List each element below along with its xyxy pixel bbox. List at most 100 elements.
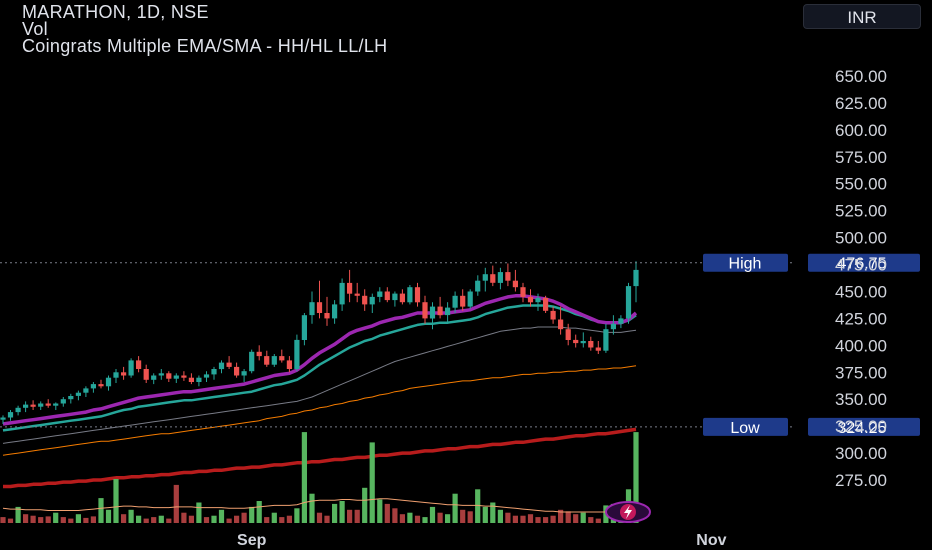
candle-body [558,319,564,330]
candle-body [203,374,210,378]
price-tick-label: 650.00 [835,67,887,86]
volume-bar [384,503,390,523]
currency-button[interactable]: INR [803,4,921,29]
candle-body [98,384,104,387]
sma-50-grey-line [2,326,637,444]
volume-bar [482,506,488,523]
symbol-title[interactable]: MARATHON, 1D, NSE [22,2,209,22]
volume-bar [558,509,564,523]
sma-100-orange-line-layer [2,365,637,456]
candle-body [339,282,345,305]
time-tick-label: Nov [696,532,726,549]
volume-bar [0,517,6,523]
candle-body [173,375,179,379]
candle-body [218,362,225,370]
candle-body [543,297,549,311]
candle-body [618,318,624,324]
volume-bar [324,515,330,523]
time-axis[interactable]: Sep Nov [237,532,727,549]
volume-bar [475,489,481,523]
volume-label[interactable]: Vol [22,19,48,39]
candle-body [143,369,149,380]
candle-body [128,360,134,376]
volume-bar [369,442,375,523]
price-tick-label: 275.00 [835,471,887,490]
volume-bar [332,503,338,523]
candle-body [520,287,526,297]
indicator-label[interactable]: Coingrats Multiple EMA/SMA - HH/HL LL/LH [22,36,388,56]
price-tick-label: 450.00 [835,283,887,302]
volume-bar [136,515,142,523]
candle-body [181,375,187,378]
price-tick-label: 425.00 [835,309,887,328]
volume-sma-line [2,498,637,513]
price-axis[interactable]: 650.00 625.00 600.00 575.00 550.00 525.00 500.… [835,67,887,490]
volume-bar [490,502,496,523]
candle-body [475,280,481,292]
candle-body [256,351,262,357]
low-price-value: 324.25 [838,420,887,437]
price-tick-label: 375.00 [835,363,887,382]
high-label-box [703,253,788,272]
volume-bar [158,515,164,523]
candle-body [166,373,172,379]
candle-body [83,388,89,393]
lightning-icon [624,505,632,519]
volume-bar [83,517,89,523]
sma-200-red-line-layer [3,427,637,489]
volume-bar [543,517,549,523]
candle-body [414,287,421,303]
candle-body [30,404,36,407]
candle-body [53,403,59,406]
candle-body [68,396,74,400]
candle-body [332,304,338,319]
candle-body [15,407,21,413]
candle-body [535,297,541,303]
volume-bar [573,514,579,523]
volume-bar [429,506,436,523]
volume-bar [550,515,556,523]
volume-bar [301,432,307,523]
volume-sma-line-layer [2,498,637,513]
volume-bar [520,515,526,523]
candle-body [452,295,458,308]
price-tick-label: 400.00 [835,336,887,355]
price-tick-label: 575.00 [835,148,887,167]
volume-bar [7,518,14,523]
candle-body [467,291,473,307]
volume-bar [377,499,383,523]
candle-body [505,272,511,281]
candle-body [0,417,6,420]
low-label-box [703,417,788,436]
volume-bar [399,514,405,523]
candle-body [105,377,112,387]
candle-body [347,282,353,294]
candle-body [595,347,601,351]
candle-body [45,403,51,406]
volume-bar [166,518,172,523]
volume-bar [286,515,292,523]
candle-body [158,373,164,376]
volume-bar [38,517,44,523]
candle-body [588,341,594,348]
volume-bar [316,512,323,523]
volume-bar [15,506,21,523]
volume-bar [181,512,187,523]
candle-body [362,295,368,305]
chart-legend: MARATHON, 1D, NSE Vol Coingrats Multiple… [22,2,388,56]
lightning-badge[interactable] [605,501,651,523]
volume-bar [279,517,285,523]
volume-bar [580,512,586,523]
candle-body [429,306,436,319]
low-label: Low [730,420,760,437]
candle-body [75,392,81,396]
candle-body [60,399,66,404]
volume-bar [362,487,368,523]
volume-bar [90,516,96,523]
candle-body [121,372,127,376]
candle-body [286,360,292,369]
volume-bar [30,515,36,523]
ema-mid-line-layer [2,304,637,432]
candle-body [196,377,202,382]
